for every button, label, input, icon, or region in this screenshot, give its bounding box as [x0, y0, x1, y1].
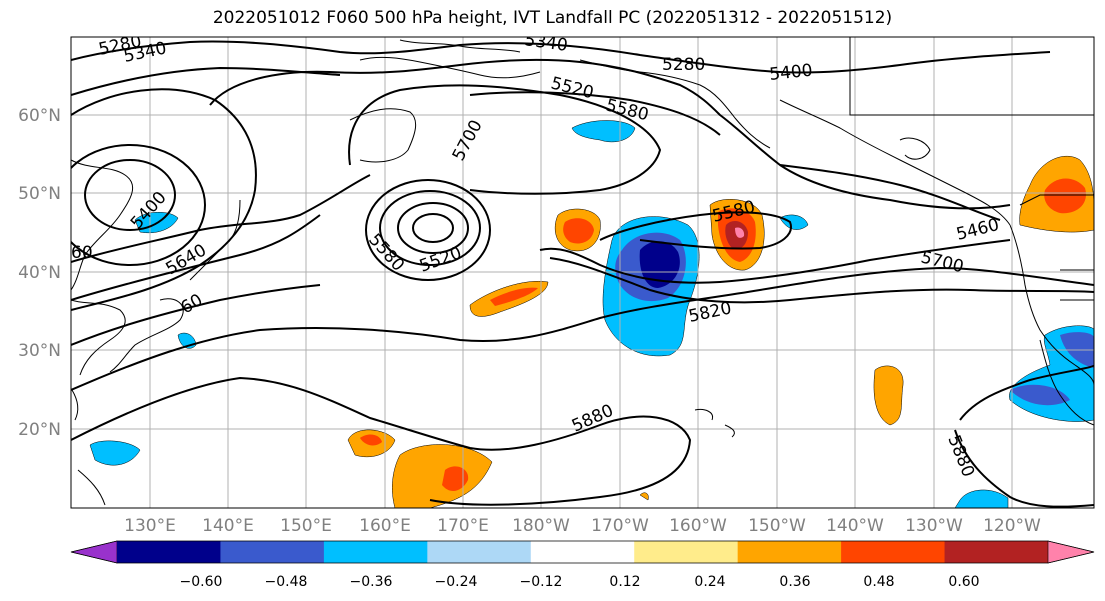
colorbar: −0.60 −0.48 −0.36 −0.24 −0.12 0.12 0.24 … — [70, 540, 1095, 590]
contour-label: 60 — [71, 243, 93, 263]
colorbar-segment — [634, 541, 739, 563]
colorbar-segment — [944, 541, 1049, 563]
height-contours — [71, 40, 1094, 508]
lon-label: 150°W — [748, 516, 806, 536]
colorbar-outline — [70, 540, 1095, 564]
latitude-labels: 60°N 50°N 40°N 30°N 20°N — [18, 106, 61, 440]
colorbar-segment — [427, 541, 532, 563]
colorbar-tick-label: 0.12 — [609, 574, 640, 590]
colorbar-segment — [530, 541, 635, 563]
map-frame — [70, 36, 1095, 509]
colorbar-extend-min — [70, 540, 118, 564]
lon-label: 170°W — [591, 516, 649, 536]
lon-label: 160°E — [359, 516, 411, 536]
contour-label: 5340 — [523, 30, 569, 56]
colorbar-segment — [323, 541, 428, 563]
colorbar-tick-label: −0.36 — [350, 574, 393, 590]
lon-label: 170°E — [437, 516, 489, 536]
colorbar-segment — [737, 541, 842, 563]
colorbar-segment — [117, 541, 221, 563]
longitude-labels: 130°E 140°E 150°E 160°E 170°E 180°W 170°… — [124, 516, 1041, 536]
map-title: 2022051012 F060 500 hPa height, IVT Land… — [212, 8, 893, 28]
lon-label: 150°E — [280, 516, 332, 536]
colorbar-tick-label: −0.60 — [180, 574, 223, 590]
colorbar-tick-label: 0.48 — [863, 574, 894, 590]
colorbar-tick-label: −0.12 — [520, 574, 563, 590]
coastlines — [71, 37, 1094, 506]
lat-label: 60°N — [18, 106, 61, 126]
lat-label: 20°N — [18, 420, 61, 440]
lon-label: 140°W — [826, 516, 884, 536]
ivt-shading — [89, 120, 1094, 508]
lat-label: 50°N — [18, 184, 61, 204]
colorbar-tick-label: 0.36 — [779, 574, 810, 590]
lon-label: 140°E — [202, 516, 254, 536]
colorbar-tick-label: −0.24 — [435, 574, 478, 590]
lon-label: 160°W — [669, 516, 727, 536]
colorbar-segment — [220, 541, 325, 563]
colorbar-tick-label: 0.60 — [948, 574, 979, 590]
lat-label: 30°N — [18, 341, 61, 361]
lon-label: 120°W — [983, 516, 1041, 536]
contour-label: 5280 — [662, 55, 705, 75]
contour-label: 5400 — [768, 61, 813, 85]
colorbar-tick-label: 0.24 — [694, 574, 725, 590]
colorbar-tick-label: −0.48 — [265, 574, 308, 590]
colorbar-ticks: −0.60 −0.48 −0.36 −0.24 −0.12 0.12 0.24 … — [180, 574, 980, 590]
lat-label: 40°N — [18, 263, 61, 283]
lon-label: 180°W — [512, 516, 570, 536]
lon-label: 130°W — [905, 516, 963, 536]
colorbar-segment — [841, 541, 946, 563]
colorbar-segments — [70, 540, 1095, 564]
lon-label: 130°E — [124, 516, 176, 536]
colorbar-extend-max — [1047, 540, 1095, 564]
map-area: 5280 5340 5340 5280 5400 5520 5580 5700 … — [71, 30, 1094, 508]
